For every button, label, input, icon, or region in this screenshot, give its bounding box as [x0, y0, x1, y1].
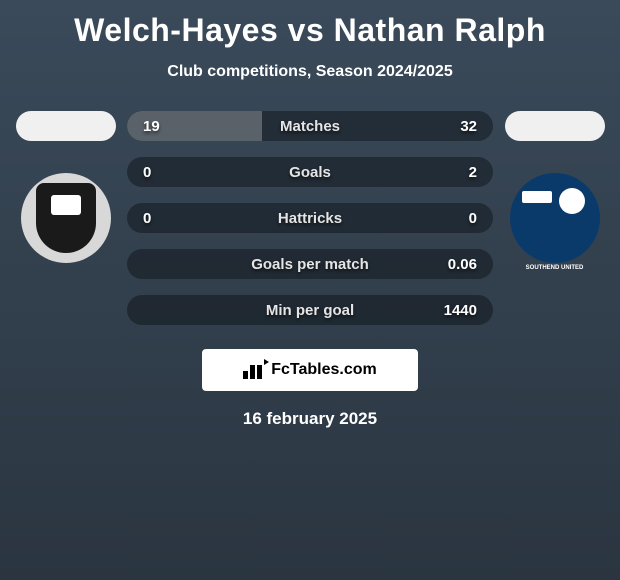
- bar-chart-icon: [243, 361, 265, 379]
- stat-label: Min per goal: [266, 302, 354, 319]
- shield-icon: [36, 183, 96, 253]
- page-title: Welch-Hayes vs Nathan Ralph: [0, 0, 620, 49]
- stat-label: Matches: [280, 118, 340, 135]
- stat-label: Goals: [289, 164, 331, 181]
- branding-bar: FcTables.com: [202, 349, 418, 391]
- stat-row-hattricks: 0 Hattricks 0: [127, 203, 493, 233]
- left-player-panel: [8, 111, 123, 325]
- stat-row-goals: 0 Goals 2: [127, 157, 493, 187]
- right-player-photo: [505, 111, 605, 141]
- stat-right-value: 0: [469, 210, 477, 227]
- arrow-icon: [264, 359, 269, 365]
- page-subtitle: Club competitions, Season 2024/2025: [0, 63, 620, 81]
- right-player-panel: SOUTHEND UNITED: [497, 111, 612, 325]
- left-club-badge: [21, 173, 111, 263]
- stat-right-value: 32: [460, 118, 477, 135]
- right-club-badge: SOUTHEND UNITED: [510, 173, 600, 263]
- branding-text: FcTables.com: [271, 361, 377, 379]
- stat-label: Goals per match: [251, 256, 369, 273]
- crest-icon: SOUTHEND UNITED: [520, 183, 590, 253]
- stat-label: Hattricks: [278, 210, 342, 227]
- stat-left-value: 19: [143, 118, 160, 135]
- stat-row-matches: 19 Matches 32: [127, 111, 493, 141]
- content-area: 19 Matches 32 0 Goals 2 0 Hattricks 0 Go…: [0, 111, 620, 325]
- stat-right-value: 0.06: [448, 256, 477, 273]
- stat-right-value: 2: [469, 164, 477, 181]
- stats-panel: 19 Matches 32 0 Goals 2 0 Hattricks 0 Go…: [123, 111, 497, 325]
- stat-row-goals-per-match: Goals per match 0.06: [127, 249, 493, 279]
- left-player-photo: [16, 111, 116, 141]
- date-label: 16 february 2025: [0, 409, 620, 429]
- stat-right-value: 1440: [444, 302, 477, 319]
- stat-row-min-per-goal: Min per goal 1440: [127, 295, 493, 325]
- stat-left-value: 0: [143, 164, 151, 181]
- badge-text: SOUTHEND UNITED: [520, 265, 590, 271]
- stat-left-value: 0: [143, 210, 151, 227]
